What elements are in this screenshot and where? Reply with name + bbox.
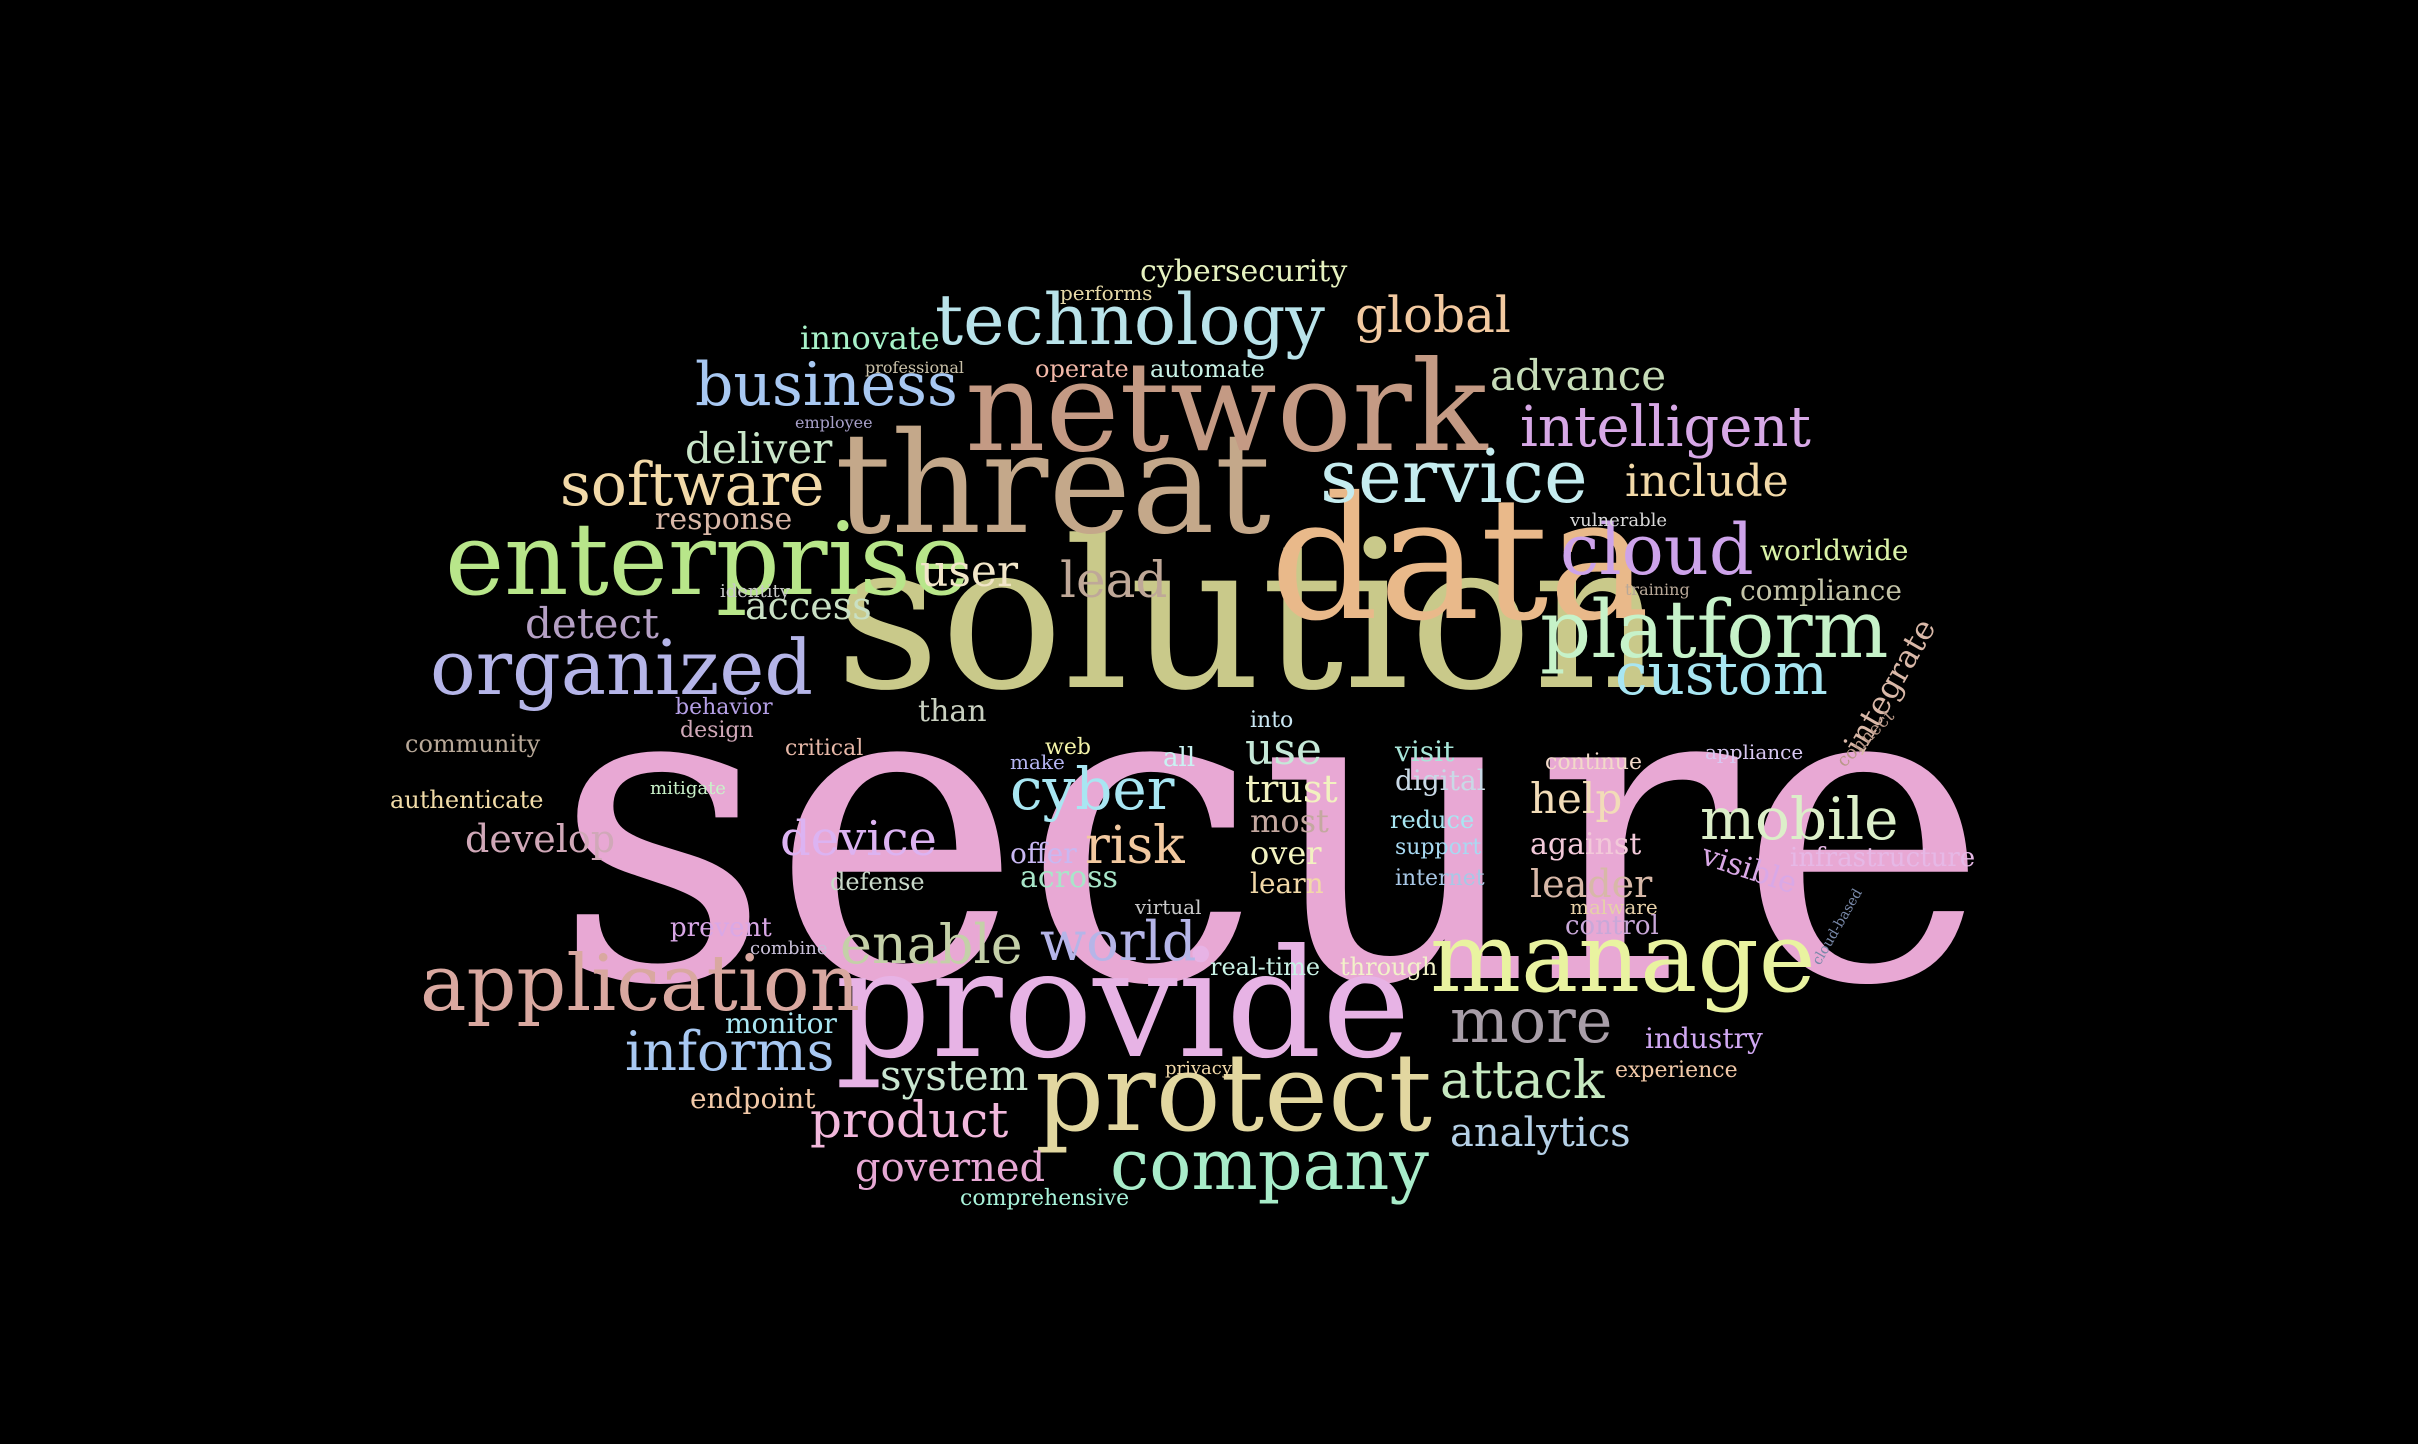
word-analytics: analytics <box>1450 1110 1631 1156</box>
word-cyber: cyber <box>1010 755 1175 823</box>
word-through: through <box>1340 953 1438 981</box>
word-secure: secure <box>553 585 1990 1079</box>
word-vulnerable: vulnerable <box>1570 510 1668 531</box>
word-operate: operate <box>1035 355 1129 383</box>
word-endpoint: endpoint <box>690 1082 816 1115</box>
word-cloud: cloud <box>1560 509 1754 591</box>
word-learn: learn <box>1250 867 1324 900</box>
word-product: product <box>810 1091 1009 1149</box>
word-real-time: real-time <box>1210 953 1321 981</box>
word-informs: informs <box>625 1020 835 1083</box>
word-authenticate: authenticate <box>390 786 544 814</box>
word-include: include <box>1625 456 1789 507</box>
word-use: use <box>1245 724 1322 775</box>
word-offer: offer <box>1010 837 1077 870</box>
word-mobile: mobile <box>1700 785 1899 853</box>
word-threat: threat <box>835 403 1271 566</box>
word-network: network <box>965 335 1488 480</box>
word-enable: enable <box>840 913 1023 976</box>
word-critical: critical <box>785 736 864 761</box>
word-risk: risk <box>1085 816 1185 876</box>
word-data: data <box>1270 461 1650 659</box>
word-than: than <box>918 694 987 729</box>
word-help: help <box>1530 774 1623 823</box>
word-user: user <box>920 546 1018 597</box>
word-across: across <box>1020 860 1118 895</box>
word-software: software <box>560 450 825 520</box>
word-industry: industry <box>1645 1022 1763 1055</box>
word-comprehensive: comprehensive <box>960 1186 1130 1211</box>
word-develop: develop <box>465 817 616 861</box>
word-intelligent: intelligent <box>1520 395 1811 460</box>
word-device: device <box>780 811 937 867</box>
word-detect: detect <box>525 599 659 648</box>
word-custom: custom <box>1615 640 1828 708</box>
word-global: global <box>1355 286 1511 344</box>
word-web: web <box>1045 735 1091 760</box>
word-advance: advance <box>1490 351 1667 400</box>
word-world: world <box>1040 910 1197 973</box>
word-more: more <box>1450 984 1613 1057</box>
word-visit: visit <box>1395 735 1455 768</box>
word-internet: internet <box>1395 866 1485 891</box>
word-governed: governed <box>855 1145 1046 1191</box>
word-over: over <box>1250 834 1322 872</box>
word-malware: malware <box>1570 895 1658 919</box>
word-compliance: compliance <box>1740 574 1902 607</box>
word-virtual: virtual <box>1135 895 1202 919</box>
word-worldwide: worldwide <box>1760 534 1909 567</box>
word-combine: combine <box>750 938 828 959</box>
word-cybersecurity: cybersecurity <box>1140 254 1348 289</box>
word-company: company <box>1110 1124 1429 1206</box>
word-prevent: prevent <box>670 913 772 943</box>
word-automate: automate <box>1150 355 1265 383</box>
word-mitigate: mitigate <box>650 778 726 799</box>
word-identity: identity <box>720 581 790 602</box>
word-privacy: privacy <box>1165 1058 1233 1079</box>
word-innovate: innovate <box>800 319 940 357</box>
word-most: most <box>1250 802 1329 840</box>
word-control: control <box>1565 911 1659 941</box>
word-response: response <box>655 502 793 537</box>
word-technology: technology <box>935 279 1325 361</box>
word-into: into <box>1250 708 1294 733</box>
word-infrastructure: infrastructure <box>1790 843 1976 873</box>
word-continue: continue <box>1545 750 1642 775</box>
word-platform: platform <box>1540 583 1889 676</box>
word-lead: lead <box>1060 551 1168 609</box>
word-leader: leader <box>1530 862 1653 906</box>
word-system: system <box>880 1051 1029 1100</box>
word-make: make <box>1010 750 1065 774</box>
word-trust: trust <box>1245 767 1338 811</box>
word-provide: provide <box>835 918 1411 1092</box>
word-service: service <box>1320 434 1588 520</box>
word-reduce: reduce <box>1390 806 1475 834</box>
word-attack: attack <box>1440 1051 1605 1111</box>
word-deliver: deliver <box>685 424 833 473</box>
word-all: all <box>1163 743 1196 773</box>
word-monitor: monitor <box>725 1007 837 1040</box>
word-digital: digital <box>1395 764 1486 797</box>
word-manage: manage <box>1430 902 1816 1014</box>
word-against: against <box>1530 827 1642 862</box>
word-experience: experience <box>1615 1058 1738 1083</box>
word-business: business <box>695 350 958 420</box>
word-professional: professional <box>865 358 965 377</box>
word-enterprise: enterprise <box>445 501 971 618</box>
word-design: design <box>680 718 754 743</box>
word-training: training <box>1625 580 1690 599</box>
word-solution: solution <box>835 498 1665 736</box>
word-performs: performs <box>1060 281 1153 305</box>
word-protect: protect <box>1035 1031 1432 1156</box>
word-behavior: behavior <box>675 695 773 720</box>
word-defense: defense <box>830 868 925 896</box>
word-access: access <box>745 584 872 628</box>
word-appliance: appliance <box>1705 740 1804 764</box>
word-support: support <box>1395 835 1482 860</box>
word-organized: organized <box>430 623 813 712</box>
word-community: community <box>405 730 541 758</box>
word-employee: employee <box>795 413 873 432</box>
word-application: application <box>420 939 860 1029</box>
